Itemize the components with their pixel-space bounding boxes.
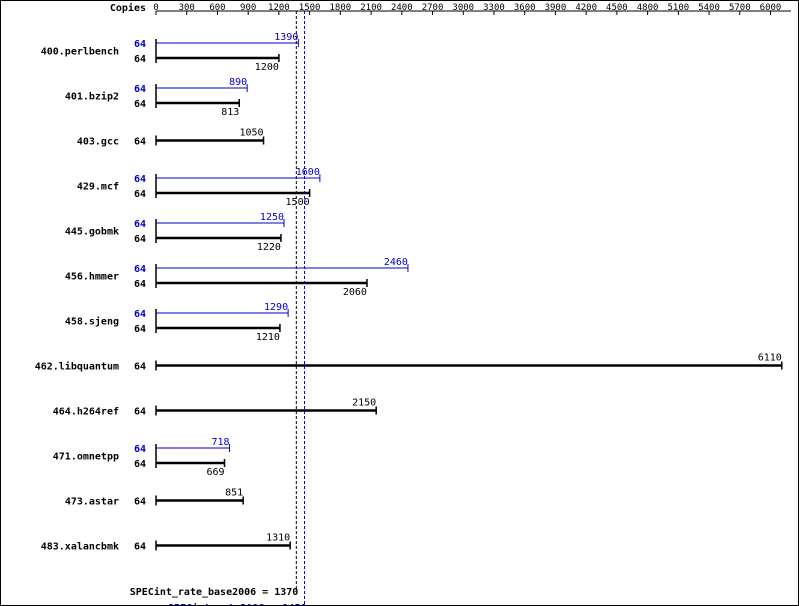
copies-base: 64 [134, 362, 146, 373]
x-tick-label: 4200 [575, 3, 597, 13]
x-tick-label: 3000 [452, 3, 474, 13]
benchmark-name: 464.h264ref [53, 407, 119, 418]
base-value-label: 6110 [758, 353, 782, 364]
copies-base: 64 [134, 279, 146, 290]
x-tick-label: 900 [240, 3, 256, 13]
x-tick-label: 1500 [299, 3, 321, 13]
x-tick-label: 300 [179, 3, 195, 13]
base-value-label: 669 [206, 467, 224, 478]
x-tick-label: 5100 [667, 3, 689, 13]
copies-base: 64 [134, 189, 146, 200]
peak-value-label: 1290 [264, 302, 288, 313]
benchmark-name: 401.bzip2 [65, 91, 119, 103]
base-value-label: 1220 [257, 242, 281, 253]
benchmark-name: 458.sjeng [65, 316, 119, 328]
copies-peak: 64 [134, 444, 146, 455]
copies-header: Copies [110, 2, 146, 14]
x-tick-label: 2400 [391, 3, 413, 13]
x-tick-label: 3600 [514, 3, 536, 13]
copies-peak: 64 [134, 39, 146, 50]
peak-value-label: 1250 [260, 212, 284, 223]
x-tick-label: 1800 [330, 3, 352, 13]
peak-value-label: 890 [229, 77, 247, 88]
x-tick-label: 2700 [422, 3, 444, 13]
x-tick-label: 4800 [637, 3, 659, 13]
peak-value-label: 2460 [384, 257, 408, 268]
base-value-label: 1310 [266, 533, 290, 544]
copies-base: 64 [134, 234, 146, 245]
benchmark-name: 456.hmmer [65, 272, 119, 283]
copies-base: 64 [134, 497, 146, 508]
copies-peak: 64 [134, 219, 146, 230]
copies-base: 64 [134, 542, 146, 553]
base-value-label: 2060 [343, 287, 367, 298]
x-tick-label: 6000 [760, 3, 782, 13]
benchmark-name: 473.astar [65, 497, 119, 508]
x-tick-label: 0 [153, 3, 158, 13]
ref-label-base: SPECint_rate_base2006 = 1370 [130, 586, 299, 598]
base-value-label: 1210 [256, 332, 280, 343]
copies-peak: 64 [134, 84, 146, 95]
base-value-label: 1200 [255, 62, 279, 73]
copies-peak: 64 [134, 264, 146, 275]
copies-base: 64 [134, 407, 146, 418]
copies-base: 64 [134, 54, 146, 65]
base-value-label: 813 [221, 107, 239, 118]
x-tick-label: 5700 [729, 3, 751, 13]
base-value-label: 1500 [286, 197, 310, 208]
base-value-label: 851 [225, 488, 243, 499]
copies-peak: 64 [134, 309, 146, 320]
base-value-label: 2150 [352, 398, 376, 409]
benchmark-name: 429.mcf [77, 182, 119, 193]
benchmark-name: 445.gobmk [65, 227, 119, 238]
copies-peak: 64 [134, 174, 146, 185]
copies-base: 64 [134, 99, 146, 110]
x-tick-label: 3900 [545, 3, 567, 13]
benchmark-name: 403.gcc [77, 137, 119, 148]
peak-value-label: 1600 [296, 167, 320, 178]
ref-label-peak: SPECint_rate2006 = 1450 [168, 602, 306, 605]
x-tick-label: 4500 [606, 3, 628, 13]
benchmark-name: 483.xalancbmk [41, 542, 119, 553]
peak-value-label: 1390 [274, 32, 298, 43]
copies-base: 64 [134, 459, 146, 470]
copies-base: 64 [134, 324, 146, 335]
benchmark-name: 462.libquantum [35, 361, 119, 373]
benchmark-name: 471.omnetpp [53, 452, 119, 463]
copies-base: 64 [134, 137, 146, 148]
peak-value-label: 718 [211, 437, 229, 448]
x-tick-label: 5400 [698, 3, 720, 13]
base-value-label: 1050 [239, 128, 263, 139]
x-tick-label: 600 [209, 3, 225, 13]
spec-rate-chart: 0 300 600 900 1200 1500 1800 2100 2400 2700 3000 33… [0, 0, 799, 606]
x-tick-label: 1200 [268, 3, 290, 13]
benchmark-name: 400.perlbench [41, 47, 119, 58]
x-tick-label: 2100 [360, 3, 382, 13]
x-tick-label: 3300 [483, 3, 505, 13]
